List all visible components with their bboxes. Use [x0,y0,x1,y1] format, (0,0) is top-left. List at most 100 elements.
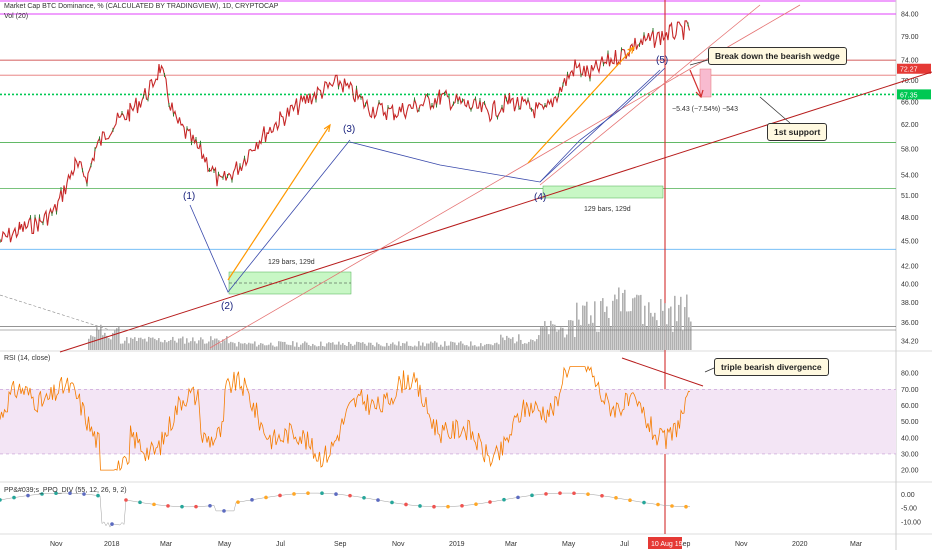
volume-bar [262,343,264,350]
volume-bar [174,340,176,350]
volume-bar [578,319,580,350]
divergence-callout-pointer [704,367,715,373]
ppo-axis-tick-2: -10.00 [901,519,921,526]
volume-bar [452,341,454,350]
volume-bar [538,335,540,350]
volume-bar [554,324,556,350]
ppo-dot [684,504,688,509]
volume-bar [394,344,396,350]
volume-bar [326,343,328,350]
wedge-upper [539,67,666,183]
ppo-dot [614,496,618,500]
volume-bar [624,289,626,350]
price-axis-tick-9: 48.00 [901,215,919,222]
volume-bar [548,334,550,350]
volume-bar [502,337,504,350]
volume-bar [518,334,520,350]
price-axis-tick-8: 51.00 [901,193,919,200]
volume-bar [334,344,336,350]
volume-bar [314,345,316,350]
volume-bar [602,298,604,350]
long-support-trendline [59,71,932,353]
volume-bar [156,340,158,350]
volume-bar [304,341,306,350]
volume-bar [616,299,618,350]
volume-bar [650,312,652,350]
volume-bar [560,327,562,350]
ppo-dot [264,495,268,500]
main-chart-title: Market Cap BTC Dominance, % (CALCULATED … [4,3,279,10]
volume-bar [278,341,280,350]
volume-bar [372,344,374,350]
volume-bar [634,297,636,350]
ppo-dot [152,502,156,507]
volume-bar [642,324,644,350]
volume-bar [596,331,598,350]
volume-bar [662,310,664,350]
support-price-badge-label: 67.35 [900,92,918,99]
volume-bar [428,343,430,350]
volume-bar [558,330,560,350]
volume-bar [324,346,326,350]
volume-bar [164,339,166,350]
volume-bar [504,340,506,350]
volume-bar [116,328,118,350]
volume-bar [292,341,294,350]
volume-bar [458,342,460,350]
ppo-dot [12,495,16,500]
ppo-dot [488,500,492,504]
ppo-dot [404,502,408,507]
wave-label-2: (2) [221,301,234,312]
volume-bar [446,345,448,350]
time-axis-tick-9: May [562,541,576,548]
volume-bar [618,287,620,350]
volume-bar [656,320,658,350]
volume-bar [508,337,510,350]
volume-bar [506,335,508,350]
volume-bar [670,306,672,350]
volume-bar [358,342,360,350]
volume-bar [466,345,468,350]
ppo-dot [0,498,2,502]
volume-bar [368,342,370,350]
volume-bar [492,345,494,350]
volume-bar [300,344,302,350]
rsi-axis-tick-5: 30.00 [901,451,919,458]
volume-bar [380,345,382,350]
wedge-lower [349,69,661,183]
volume-bar [564,337,566,350]
volume-bar [606,306,608,350]
volume-bar [468,346,470,350]
volume-bar [594,301,596,350]
volume-bar [536,339,538,350]
volume-bar [138,337,140,350]
volume-bar [418,341,420,350]
volume-bar [112,332,114,350]
price-axis-tick-4: 66.00 [901,99,919,106]
volume-bar [342,343,344,350]
volume-bar [142,339,144,350]
rsi-axis-tick-3: 50.00 [901,419,919,426]
ppo-dot [572,491,576,496]
ppo-dot [502,497,506,502]
volume-bar [106,335,108,350]
ppo-dot [26,493,30,498]
time-axis-tick-7: 2019 [449,541,465,548]
volume-bar [308,344,310,350]
rising-trendline-b [539,4,761,186]
volume-bar [196,343,198,350]
price-axis-tick-6: 58.00 [901,146,919,153]
volume-bar [664,303,666,350]
support-price-badge [897,89,931,100]
volume-bar [544,321,546,350]
bars-measure-label-1: 129 bars, 129d [268,259,315,266]
volume-bar [440,344,442,350]
ppo-dot [390,500,394,505]
volume-bar [302,343,304,350]
volume-bar [328,342,330,350]
divergence-callout: triple bearish divergence [714,358,829,376]
volume-bar [630,311,632,350]
volume-bar [432,342,434,350]
